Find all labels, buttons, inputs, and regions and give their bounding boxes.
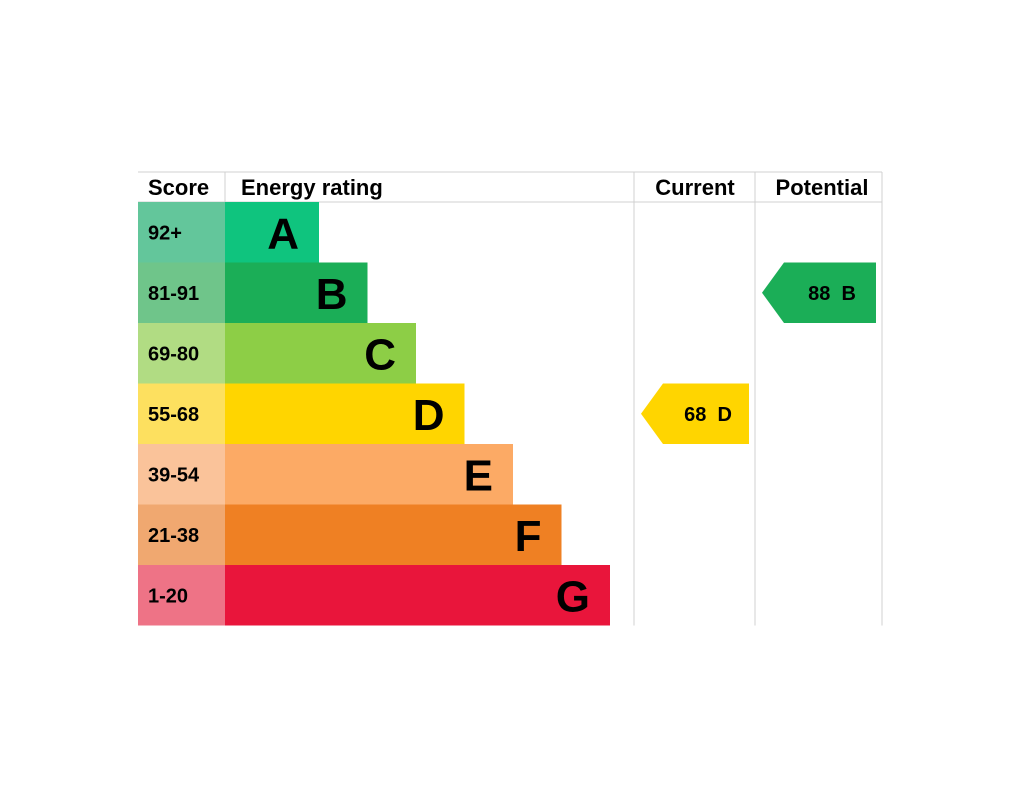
- band-bar: [225, 444, 513, 505]
- band-bar: [225, 383, 465, 444]
- score-label: 55-68: [148, 404, 199, 426]
- header-current: Current: [655, 175, 735, 200]
- band-bar: [225, 202, 319, 263]
- header-potential: Potential: [776, 175, 869, 200]
- band-d: 55-68 D: [138, 383, 465, 444]
- potential-rating-label: 88 B: [808, 283, 856, 305]
- score-cell: [138, 444, 225, 505]
- band-c: 69-80 C: [138, 323, 416, 384]
- band-g: 1-20 G: [138, 565, 610, 626]
- rating-bands: 92+ A 81-91 B 69-80 C 55-68 D 39-54 E 21-38 F 1-20 G: [138, 202, 610, 626]
- score-label: 81-91: [148, 283, 199, 305]
- band-bar: [225, 504, 562, 565]
- current-rating: 68 D: [641, 383, 749, 444]
- band-f: 21-38 F: [138, 504, 562, 565]
- header-energy-rating: Energy rating: [241, 175, 383, 200]
- score-cell: [138, 565, 225, 626]
- score-cell: [138, 504, 225, 565]
- band-letter: E: [464, 451, 493, 500]
- chart-headers: Score Energy rating Current Potential: [148, 175, 868, 200]
- score-cell: [138, 323, 225, 384]
- potential-rating-arrow: [762, 262, 876, 323]
- header-score: Score: [148, 175, 209, 200]
- current-rating-arrow: [641, 383, 749, 444]
- band-letter: G: [556, 572, 590, 621]
- band-bar: [225, 565, 610, 626]
- score-cell: [138, 262, 225, 323]
- band-letter: F: [515, 512, 542, 561]
- band-bar: [225, 262, 368, 323]
- rating-indicators: 68 D 88 B: [641, 262, 876, 444]
- score-label: 92+: [148, 222, 182, 244]
- band-bar: [225, 323, 416, 384]
- score-label: 1-20: [148, 585, 188, 607]
- band-letter: B: [316, 270, 348, 319]
- band-b: 81-91 B: [138, 262, 368, 323]
- current-rating-label: 68 D: [684, 404, 732, 426]
- potential-rating: 88 B: [762, 262, 876, 323]
- band-e: 39-54 E: [138, 444, 513, 505]
- score-label: 39-54: [148, 464, 200, 486]
- score-cell: [138, 383, 225, 444]
- score-label: 69-80: [148, 343, 199, 365]
- band-letter: A: [267, 209, 299, 258]
- score-cell: [138, 202, 225, 263]
- band-a: 92+ A: [138, 202, 319, 263]
- band-letter: D: [413, 391, 445, 440]
- score-label: 21-38: [148, 525, 199, 547]
- band-letter: C: [364, 330, 396, 379]
